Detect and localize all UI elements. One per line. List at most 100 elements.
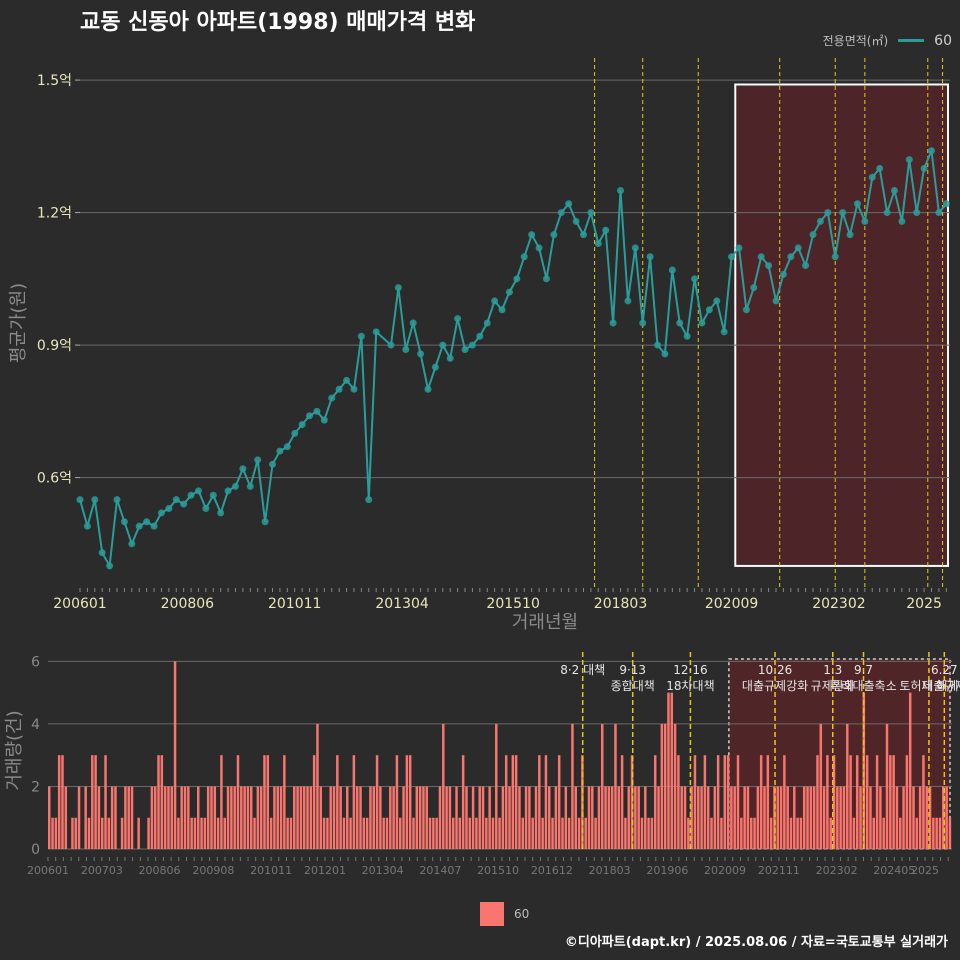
volume-bar [372, 786, 375, 849]
volume-bar [94, 755, 97, 849]
data-point [209, 491, 217, 499]
data-point [898, 217, 906, 225]
volume-bar [418, 786, 422, 849]
volume-bar [637, 786, 640, 849]
data-point [357, 332, 365, 340]
data-point [794, 244, 802, 252]
volume-bar [567, 817, 571, 849]
volume-bar [932, 817, 935, 849]
volume-bar [190, 817, 193, 849]
data-point [328, 394, 336, 402]
volume-bar [339, 786, 342, 849]
volume-bar [438, 786, 442, 849]
data-point [424, 385, 432, 393]
event-annotation: 18차대책 [666, 678, 714, 693]
volume-bar [846, 723, 849, 849]
bar-x-tick-label: 2025 [911, 864, 939, 877]
x-tick-label: 201304 [375, 596, 429, 612]
data-point [639, 319, 647, 327]
volume-bar [180, 786, 183, 849]
volume-bar [302, 786, 306, 849]
data-point [468, 341, 476, 349]
volume-bar [481, 786, 485, 849]
volume-bar [246, 786, 250, 849]
data-point [298, 421, 306, 429]
data-point [824, 209, 832, 217]
volume-bar [740, 817, 743, 849]
bar-x-tick-label: 202009 [704, 864, 746, 877]
volume-bar [223, 817, 226, 849]
data-point [365, 496, 373, 504]
data-point [128, 540, 136, 548]
bar-y-tick-label: 6 [31, 654, 40, 670]
volume-bar [816, 755, 819, 849]
volume-bar [54, 817, 58, 849]
data-point [91, 496, 99, 504]
volume-bar [779, 786, 783, 849]
volume-bar [597, 786, 601, 849]
volume-bar [253, 817, 256, 849]
volume-bar [730, 786, 733, 849]
data-point [157, 509, 165, 517]
volume-bar [442, 723, 445, 849]
volume-bar [935, 817, 938, 849]
volume-bar [895, 786, 899, 849]
data-point [417, 350, 425, 358]
volume-bar [561, 817, 564, 849]
legend-top: 전용면적(㎡) 60 [823, 32, 952, 49]
bar-x-tick-label: 200703 [81, 864, 123, 877]
volume-bar [266, 755, 270, 849]
volume-bar [647, 817, 650, 849]
bar-x-tick-label: 201304 [362, 864, 404, 877]
volume-bar [832, 755, 836, 849]
data-point [565, 200, 573, 208]
event-annotation: 10.26 [758, 663, 792, 677]
volume-bar [468, 817, 472, 849]
data-point [876, 164, 884, 172]
data-point [839, 209, 847, 217]
data-point [913, 209, 921, 217]
data-point [698, 319, 706, 327]
bar-x-tick-label: 201612 [531, 864, 573, 877]
volume-bar [127, 786, 130, 849]
data-point [394, 284, 402, 292]
volume-bar [902, 786, 905, 849]
data-point [557, 209, 565, 217]
volume-bar [412, 817, 415, 849]
volume-bar [160, 755, 164, 849]
volume-bar [296, 786, 299, 849]
volume-bar [544, 755, 548, 849]
data-point [202, 505, 210, 512]
event-annotation: 8·2 대책 [560, 662, 605, 677]
volume-bar [892, 755, 895, 849]
volume-bar [369, 786, 372, 849]
volume-bar [905, 755, 909, 849]
source-caption: ©디아파트(dapt.kr) / 2025.08.06 / 자료=국토교통부 실… [564, 935, 948, 950]
volume-bar [309, 786, 313, 849]
volume-bar [405, 755, 409, 849]
volume-bar [203, 817, 207, 849]
data-point [816, 217, 824, 225]
volume-bar [925, 786, 928, 849]
data-point [853, 200, 861, 208]
data-point [313, 407, 321, 415]
data-point [779, 270, 787, 278]
volume-bar [554, 786, 558, 849]
data-point [535, 244, 543, 252]
data-point [750, 284, 758, 292]
volume-bar [769, 817, 773, 849]
data-point [942, 200, 950, 208]
data-point [283, 443, 291, 451]
event-annotation: 대출규제강화 [742, 679, 808, 693]
legend-line-swatch [898, 39, 925, 42]
data-point [802, 262, 810, 270]
volume-bar [352, 755, 356, 849]
volume-bar [922, 755, 925, 849]
data-point [728, 253, 736, 261]
data-point [624, 297, 632, 305]
volume-bar [693, 755, 697, 849]
volume-bar [365, 817, 369, 849]
volume-bar [859, 786, 862, 849]
bar-y-axis-title: 거래량(건) [4, 710, 25, 790]
volume-bar [342, 817, 346, 849]
